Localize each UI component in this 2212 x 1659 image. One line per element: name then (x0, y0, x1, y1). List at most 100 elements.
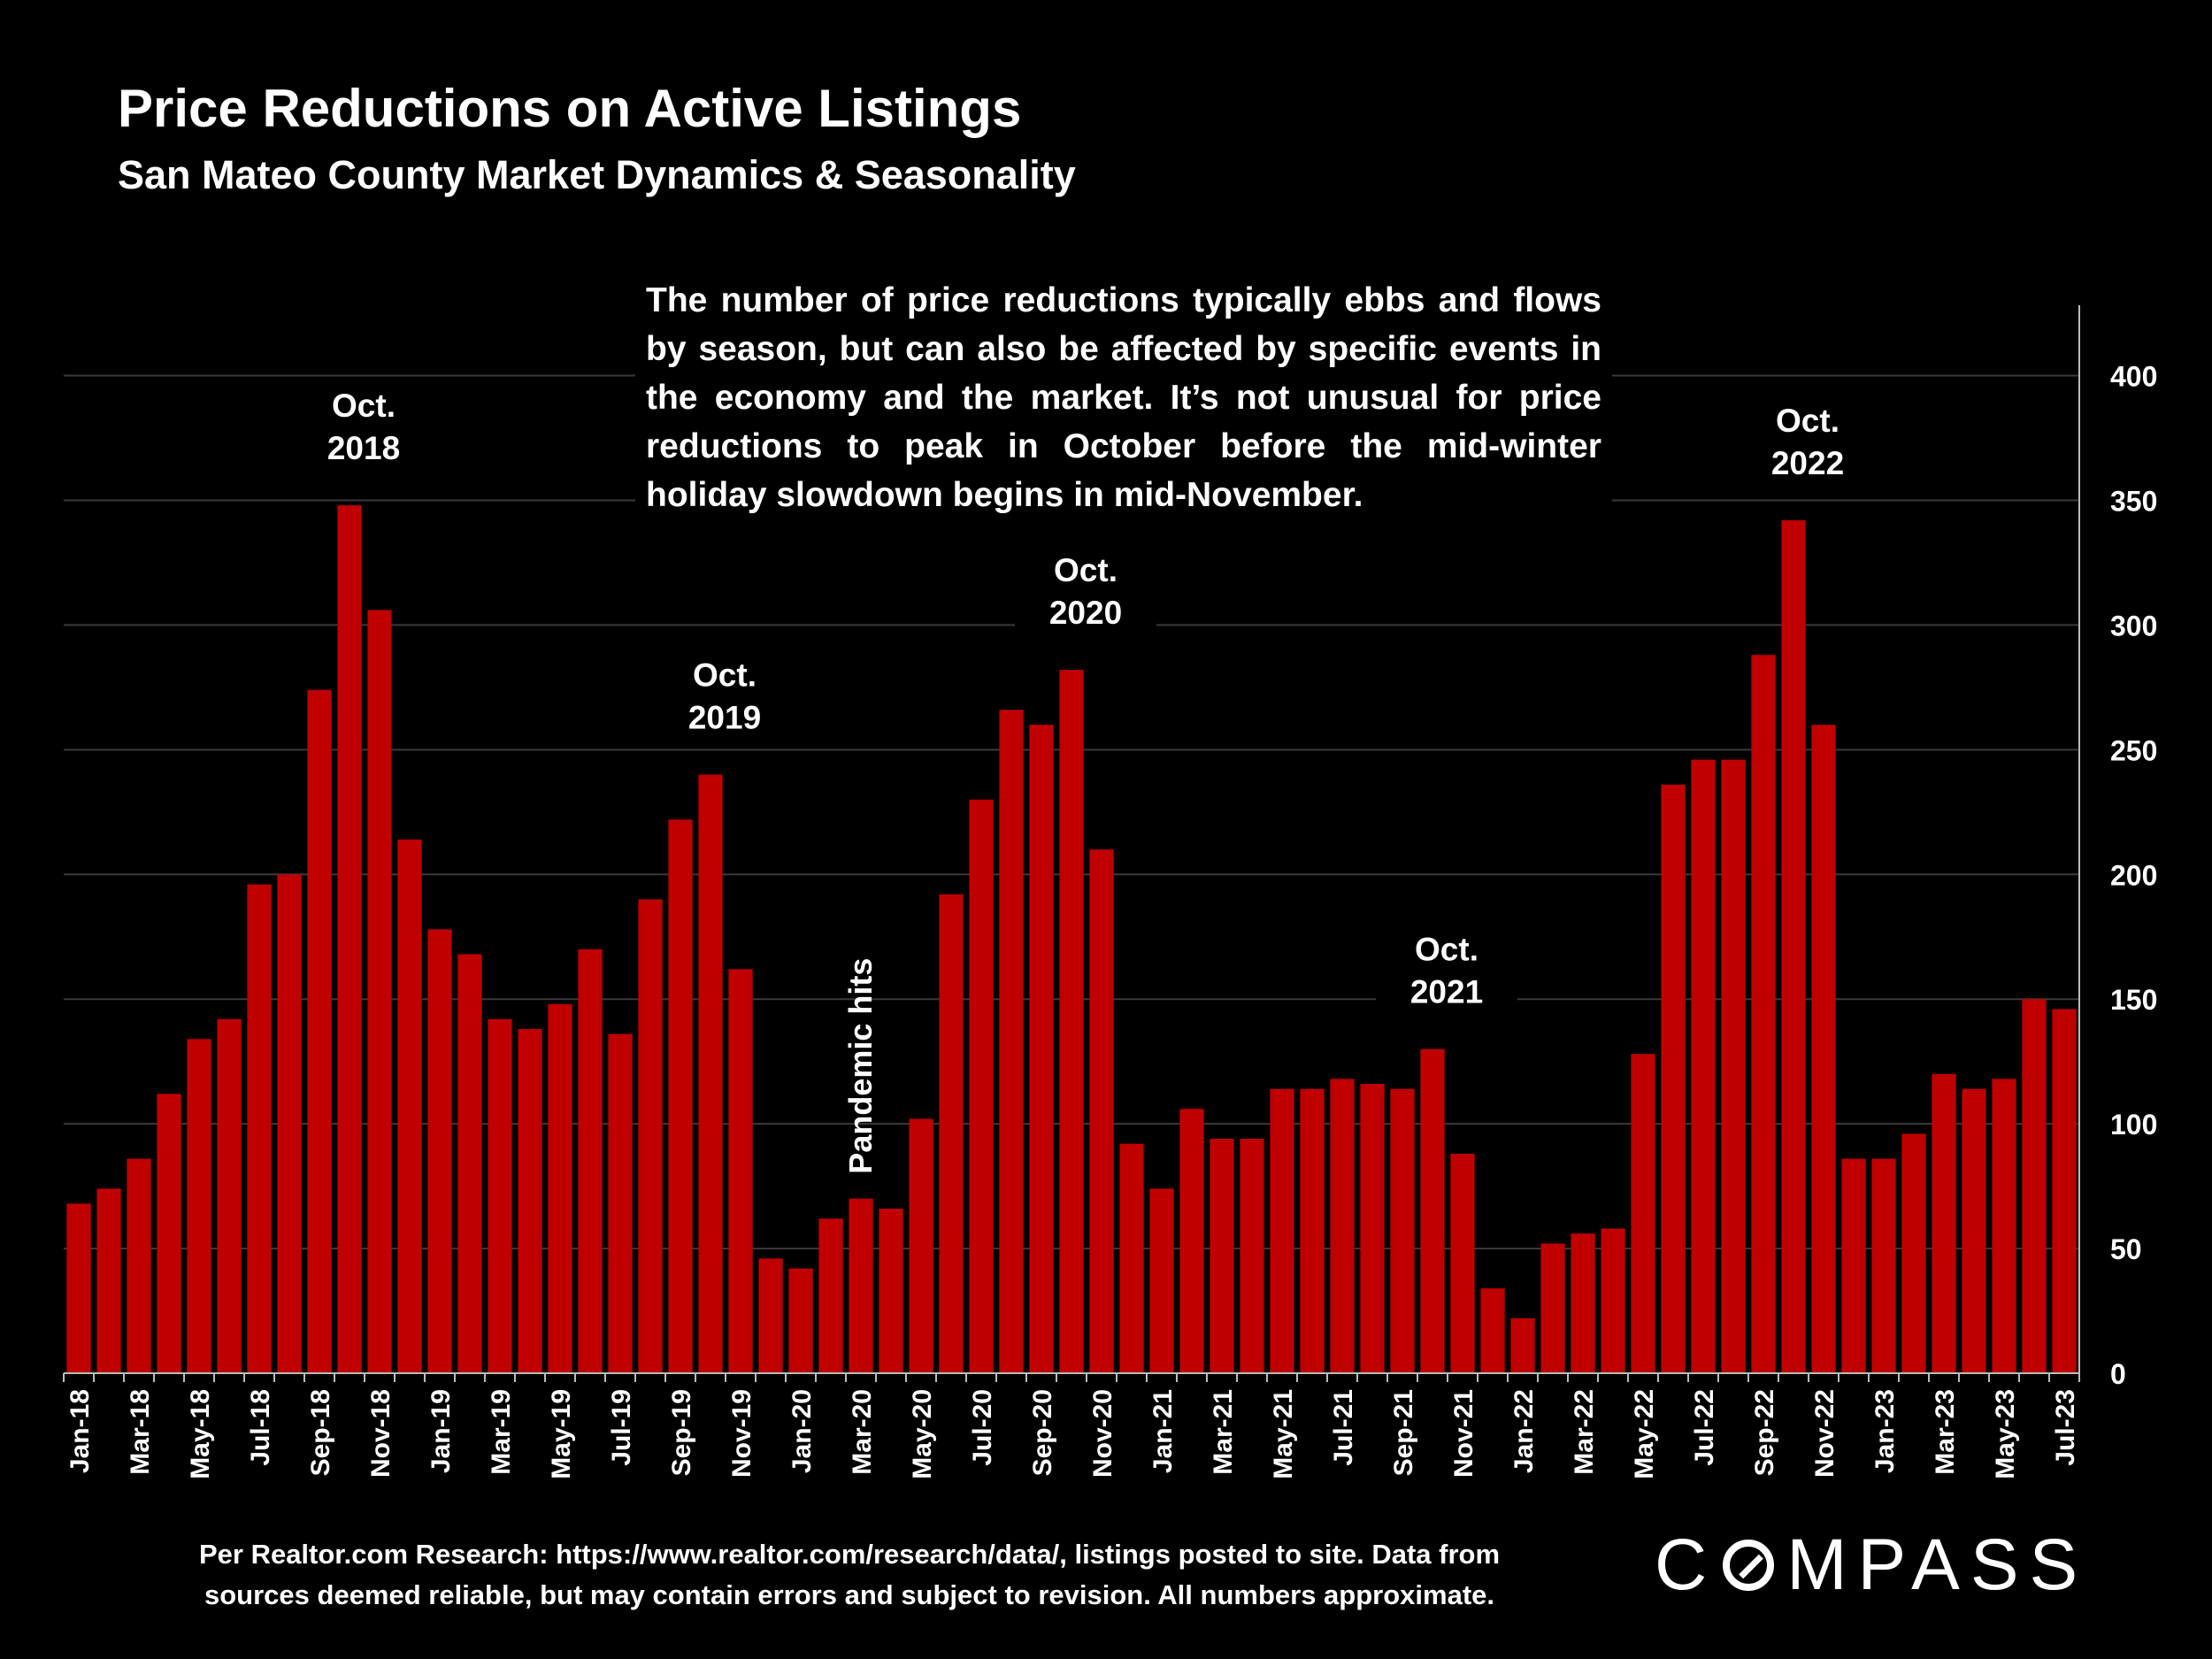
bar (1300, 1088, 1325, 1373)
x-tick-label: Jul-23 (2051, 1389, 2080, 1466)
bar (1119, 1143, 1144, 1373)
bar (1480, 1288, 1505, 1373)
x-tick-label: Sep-21 (1389, 1389, 1418, 1476)
x-tick-label: Jan-20 (787, 1389, 817, 1473)
bar (1811, 725, 1836, 1373)
x-tick-label: Sep-22 (1750, 1389, 1779, 1476)
bar (1571, 1233, 1595, 1373)
bar (1631, 1054, 1655, 1373)
x-tick-label: Jul-20 (968, 1389, 997, 1466)
bar (1270, 1088, 1294, 1373)
bar (758, 1258, 783, 1373)
y-tick-label: 50 (2110, 1233, 2142, 1265)
x-tick-label: Jul-22 (1690, 1389, 1719, 1466)
annotation-label: Oct. (1054, 552, 1118, 588)
annotation-label: Oct. (332, 388, 396, 424)
y-tick-label: 400 (2110, 361, 2157, 393)
bar (1871, 1158, 1896, 1373)
x-tick-label: May-18 (186, 1389, 215, 1479)
bar (1691, 759, 1716, 1373)
x-tick-label: Sep-18 (306, 1389, 335, 1476)
y-tick-label: 300 (2110, 610, 2157, 641)
bar (157, 1094, 181, 1373)
y-tick-label: 100 (2110, 1109, 2157, 1141)
x-tick-label: May-21 (1269, 1389, 1298, 1479)
bar (1179, 1109, 1204, 1373)
bar (939, 894, 964, 1373)
x-tick-label: May-19 (547, 1389, 576, 1479)
x-tick-label: Mar-23 (1931, 1389, 1960, 1475)
bar (728, 969, 753, 1373)
x-tick-label: Sep-19 (667, 1389, 696, 1476)
y-tick-label: 250 (2110, 734, 2157, 766)
bar (1841, 1158, 1866, 1373)
bar (1059, 670, 1084, 1373)
bar (488, 1018, 512, 1373)
x-tick-label: Nov-19 (727, 1389, 757, 1478)
x-tick-label: Mar-19 (487, 1389, 516, 1475)
bar (1510, 1317, 1535, 1373)
annotation-label: Oct. (1776, 403, 1839, 439)
x-tick-label: Jul-21 (1329, 1389, 1358, 1466)
annotation-label: 2020 (1049, 595, 1122, 631)
bar (608, 1033, 633, 1373)
chart-title: Price Reductions on Active Listings (118, 79, 1022, 138)
bar (698, 774, 723, 1373)
x-tick-label: Sep-20 (1028, 1389, 1057, 1476)
bar (578, 949, 603, 1373)
annotation-label: Oct. (693, 657, 757, 694)
bar (1992, 1079, 2016, 1373)
x-tick-label: Jan-21 (1148, 1389, 1178, 1473)
x-tick-label: Nov-21 (1449, 1389, 1479, 1478)
bar (1721, 759, 1746, 1373)
bar (1751, 655, 1776, 1373)
bar (668, 819, 693, 1373)
bar (1390, 1088, 1415, 1373)
annotation-pandemic: Pandemic hits (842, 958, 879, 1174)
x-tick-label: Jul-19 (607, 1389, 636, 1466)
y-tick-label: 350 (2110, 485, 2157, 517)
bar (217, 1018, 242, 1373)
y-tick-label: 0 (2110, 1358, 2126, 1390)
x-tick-label: Mar-18 (126, 1389, 155, 1475)
bar (307, 689, 332, 1373)
x-tick-label: May-23 (1991, 1389, 2020, 1479)
bar (2052, 1009, 2077, 1373)
bar (457, 954, 482, 1373)
bar (1210, 1139, 1234, 1373)
bar (518, 1029, 542, 1373)
x-tick-label: Jan-22 (1509, 1389, 1539, 1473)
bar (1029, 725, 1054, 1373)
x-tick-label: Nov-22 (1810, 1389, 1839, 1478)
bar (127, 1158, 151, 1373)
compass-o-icon (1723, 1540, 1775, 1591)
bar (66, 1203, 91, 1373)
bar (1360, 1084, 1385, 1373)
bar (337, 505, 362, 1373)
x-tick-label: May-20 (908, 1389, 937, 1479)
chart-subtitle: San Mateo County Market Dynamics & Seaso… (118, 152, 1076, 197)
bar (1962, 1088, 1986, 1373)
annotation-backdrop (1376, 925, 1517, 1014)
annotation-label: 2021 (1410, 974, 1483, 1010)
bar (187, 1039, 211, 1373)
bar (1450, 1153, 1475, 1373)
x-tick-label: Jan-18 (65, 1389, 95, 1473)
logo-text-start: C (1655, 1525, 1718, 1605)
annotation-backdrop (1737, 396, 1878, 486)
bar (1089, 849, 1114, 1373)
annotation-label: 2019 (688, 700, 761, 736)
x-tick-label: Mar-21 (1209, 1389, 1238, 1475)
y-tick-label: 200 (2110, 859, 2157, 891)
x-tick-label: Nov-18 (366, 1389, 396, 1478)
annotation-backdrop (293, 381, 434, 471)
logo-text-end: MPASS (1786, 1525, 2089, 1605)
bar (1540, 1243, 1565, 1373)
bar (849, 1198, 873, 1373)
bar (1901, 1133, 1926, 1373)
bar (1149, 1188, 1174, 1373)
bar (1240, 1139, 1264, 1373)
bar (96, 1188, 121, 1373)
